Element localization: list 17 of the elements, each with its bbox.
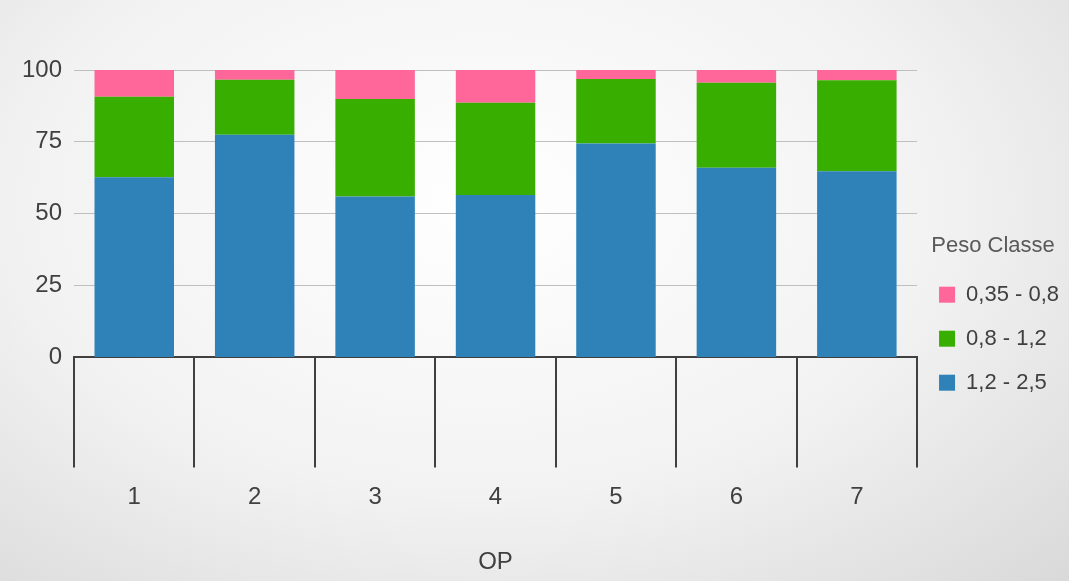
x-tick-label: 2 — [248, 482, 262, 510]
x-tick-label: 4 — [488, 482, 503, 510]
x-tick-label: 7 — [850, 482, 864, 510]
y-tick-label: 0 — [48, 342, 63, 370]
x-tick-label: 3 — [368, 482, 382, 510]
y-tick-label: 75 — [35, 126, 63, 154]
x-tick-label: 1 — [127, 482, 141, 510]
y-tick-label: 25 — [35, 270, 63, 298]
y-tick-label: 50 — [35, 198, 63, 226]
legend-label: 0,8 - 1,2 — [966, 324, 1047, 350]
x-tick-label: 5 — [609, 482, 623, 510]
legend-label: 0,35 - 0,8 — [966, 280, 1059, 306]
x-axis-title: OP — [478, 547, 513, 575]
legend-label: 1,2 - 2,5 — [966, 368, 1047, 394]
legend-title: Peso Classe — [931, 232, 1055, 258]
y-tick-label: 100 — [22, 54, 63, 82]
x-tick-label: 6 — [729, 482, 744, 510]
